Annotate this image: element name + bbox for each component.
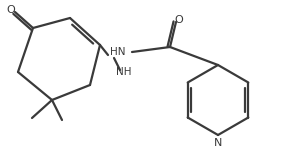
Text: O: O	[175, 15, 183, 25]
Text: N: N	[214, 138, 222, 148]
Text: O: O	[7, 5, 15, 15]
Text: HN: HN	[110, 47, 126, 57]
Text: NH: NH	[116, 67, 132, 77]
